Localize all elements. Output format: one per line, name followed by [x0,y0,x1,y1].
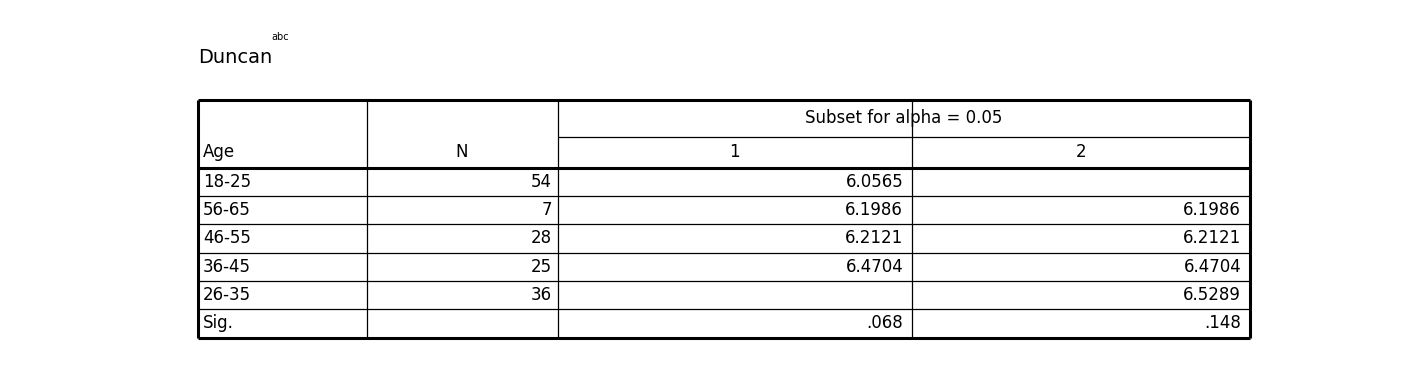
Text: N: N [456,143,469,161]
Text: 6.0565: 6.0565 [846,173,903,191]
Text: 6.5289: 6.5289 [1183,286,1241,304]
Text: 26-35: 26-35 [203,286,252,304]
Text: 46-55: 46-55 [203,229,250,247]
Text: 7: 7 [542,201,552,219]
Text: 56-65: 56-65 [203,201,250,219]
Text: 6.1986: 6.1986 [846,201,903,219]
Text: Subset for alpha = 0.05: Subset for alpha = 0.05 [805,109,1002,127]
Text: 36: 36 [530,286,552,304]
Text: Duncan: Duncan [197,48,272,67]
Text: 2: 2 [1075,143,1086,161]
Text: 6.4704: 6.4704 [1183,258,1241,276]
Text: 6.2121: 6.2121 [846,229,903,247]
Text: 36-45: 36-45 [203,258,250,276]
Text: .068: .068 [867,315,903,332]
Text: 54: 54 [530,173,552,191]
Text: .148: .148 [1204,315,1241,332]
Text: 25: 25 [530,258,552,276]
Text: 28: 28 [530,229,552,247]
Text: Age: Age [203,143,235,161]
Text: 6.4704: 6.4704 [846,258,903,276]
Text: 6.2121: 6.2121 [1183,229,1241,247]
Text: abc: abc [272,32,290,42]
Text: 18-25: 18-25 [203,173,252,191]
Text: 1: 1 [729,143,740,161]
Text: Sig.: Sig. [203,315,234,332]
Text: 6.1986: 6.1986 [1183,201,1241,219]
